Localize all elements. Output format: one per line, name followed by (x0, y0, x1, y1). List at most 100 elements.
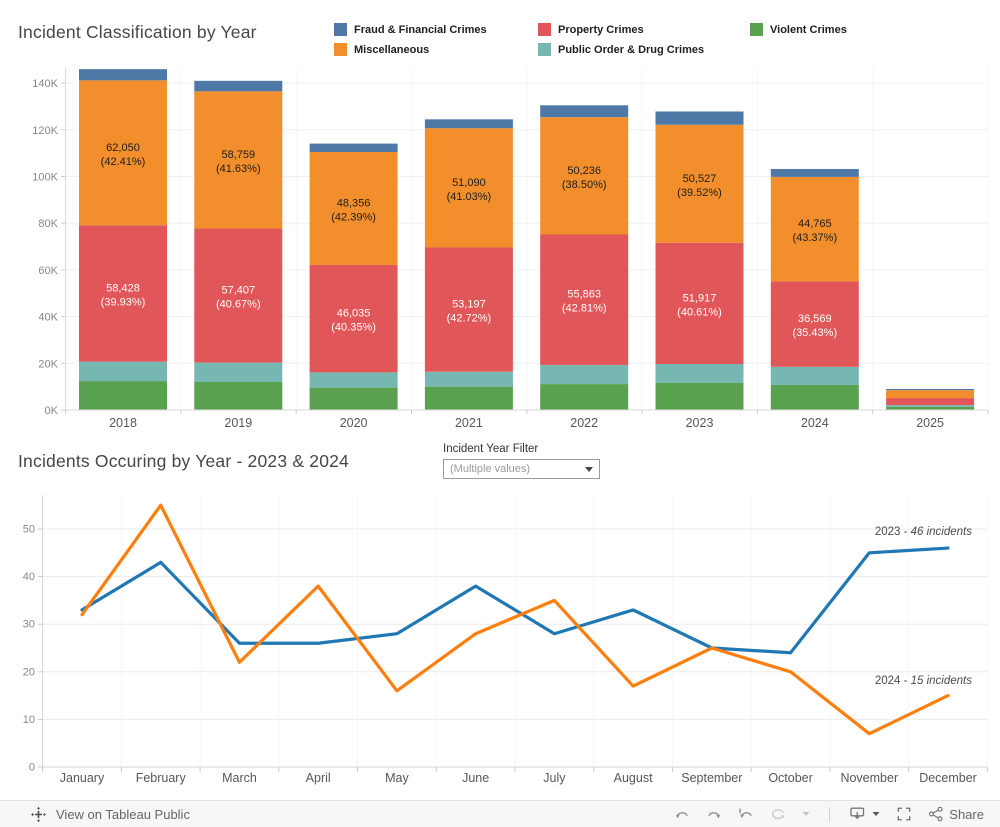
bar-segment[interactable] (79, 361, 167, 382)
bar-segment[interactable] (540, 105, 629, 118)
bar-segment[interactable] (194, 362, 283, 382)
filter-dropdown[interactable]: (Multiple values) (443, 459, 600, 479)
fullscreen-button[interactable] (895, 805, 913, 823)
bar-segment[interactable] (194, 80, 283, 92)
download-button[interactable] (848, 805, 881, 823)
bar-segment[interactable] (79, 381, 167, 410)
bar-chart-legend: Fraud & Financial Crimes Property Crimes V… (334, 23, 847, 56)
month-label: March (222, 771, 257, 785)
bottom-toolbar: View on Tableau Public (0, 800, 1000, 827)
bar-segment[interactable] (309, 264, 398, 373)
bar-segment[interactable] (655, 382, 744, 410)
bar-segment[interactable] (655, 111, 744, 125)
month-label: February (136, 771, 187, 785)
bar-segment[interactable] (770, 281, 859, 367)
line-series-2023[interactable] (80, 546, 950, 655)
bar-segment[interactable] (194, 381, 283, 410)
bar-segment[interactable] (424, 386, 513, 410)
incident-year-filter: Incident Year Filter (Multiple values) (443, 443, 600, 479)
bar-segment[interactable] (655, 364, 744, 383)
redo-button[interactable] (705, 805, 723, 823)
bar-segment[interactable] (886, 390, 975, 399)
bar-segment-label: 50,527 (39.52%) (677, 173, 722, 199)
bar-segment-label: 51,090 (41.03%) (447, 177, 492, 203)
legend-item[interactable]: Miscellaneous (334, 43, 538, 56)
legend-item[interactable]: Property Crimes (538, 23, 750, 36)
bar-segment[interactable] (79, 80, 167, 226)
revert-icon (739, 808, 753, 819)
bar-segment[interactable] (540, 364, 629, 385)
bar-segment[interactable] (424, 119, 513, 129)
bar-segment[interactable] (540, 234, 629, 365)
legend-swatch (334, 43, 347, 56)
tableau-logo-icon (31, 806, 46, 822)
bar-segment[interactable] (309, 372, 398, 388)
bar-segment[interactable] (886, 398, 975, 406)
legend-label: Public Order & Drug Crimes (558, 43, 705, 56)
share-label: Share (949, 806, 984, 822)
bar-segment[interactable] (886, 406, 975, 410)
month-label: April (306, 771, 331, 785)
bar-segment[interactable] (540, 117, 629, 235)
undo-button[interactable] (673, 805, 691, 823)
legend-swatch (538, 43, 551, 56)
bar-segment[interactable] (424, 128, 513, 248)
filter-label: Incident Year Filter (443, 443, 539, 455)
legend-swatch (334, 23, 347, 36)
month-label: May (385, 771, 409, 785)
y-axis-tick-label: 40K (38, 312, 58, 324)
bar-segment[interactable] (424, 247, 513, 372)
chevron-down-icon (872, 812, 880, 816)
bar-segment-label: 46,035 (40.35%) (331, 308, 376, 334)
bar-segment[interactable] (309, 387, 398, 410)
legend-item[interactable]: Fraud & Financial Crimes (334, 23, 538, 36)
share-button[interactable]: Share (927, 805, 984, 823)
y-axis-tick-label: 100K (32, 172, 58, 184)
bar-segment[interactable] (194, 228, 283, 363)
toolbar-separator (829, 806, 831, 822)
bar-x-label: 2018 (109, 416, 137, 430)
undo-icon (676, 812, 689, 819)
y-axis-tick-label: 0K (45, 405, 59, 417)
month-label: July (543, 771, 566, 785)
month-label: August (614, 771, 653, 785)
bar-segment[interactable] (770, 176, 859, 282)
bar-segment[interactable] (79, 69, 167, 81)
legend-label: Fraud & Financial Crimes (354, 23, 487, 36)
bar-x-label: 2025 (916, 416, 944, 430)
line-series-2024[interactable] (80, 503, 950, 736)
legend-item[interactable]: Violent Crimes (750, 23, 847, 36)
bar-segment[interactable] (655, 242, 744, 365)
bar-x-label: 2023 (686, 416, 714, 430)
bar-segment[interactable] (770, 385, 859, 410)
bar-chart-title: Incident Classification by Year (18, 22, 257, 42)
month-label: June (462, 771, 489, 785)
pause-updates-menu-button[interactable] (801, 809, 811, 819)
month-label: January (60, 771, 105, 785)
y-axis-tick-label: 20K (38, 358, 58, 370)
y-axis-tick-label: 80K (38, 218, 58, 230)
y-axis-tick-label: 120K (32, 125, 58, 137)
bar-segment[interactable] (424, 371, 513, 387)
bar-segment-label: 53,197 (42.72%) (447, 299, 492, 325)
bar-segment[interactable] (194, 91, 283, 229)
bar-segment[interactable] (309, 143, 398, 153)
bar-segment[interactable] (540, 384, 629, 410)
view-on-tableau-public-link[interactable]: View on Tableau Public (30, 806, 190, 823)
bar-segment[interactable] (886, 405, 975, 407)
refresh-icon (772, 809, 785, 820)
bar-segment[interactable] (770, 168, 859, 177)
refresh-button[interactable] (769, 805, 787, 823)
y-axis-tick-label: 0 (29, 762, 35, 774)
bar-segment-label: 57,407 (40.67%) (216, 285, 261, 311)
bar-segment[interactable] (886, 388, 975, 391)
bar-segment[interactable] (655, 124, 744, 243)
bar-segment[interactable] (309, 152, 398, 265)
revert-button[interactable] (737, 805, 755, 823)
bar-segment-label: 55,863 (42.81%) (562, 289, 607, 315)
y-axis-tick-label: 30 (23, 619, 35, 631)
bar-segment[interactable] (770, 366, 859, 386)
legend-item[interactable]: Public Order & Drug Crimes (538, 43, 750, 56)
bar-segment[interactable] (79, 225, 167, 362)
